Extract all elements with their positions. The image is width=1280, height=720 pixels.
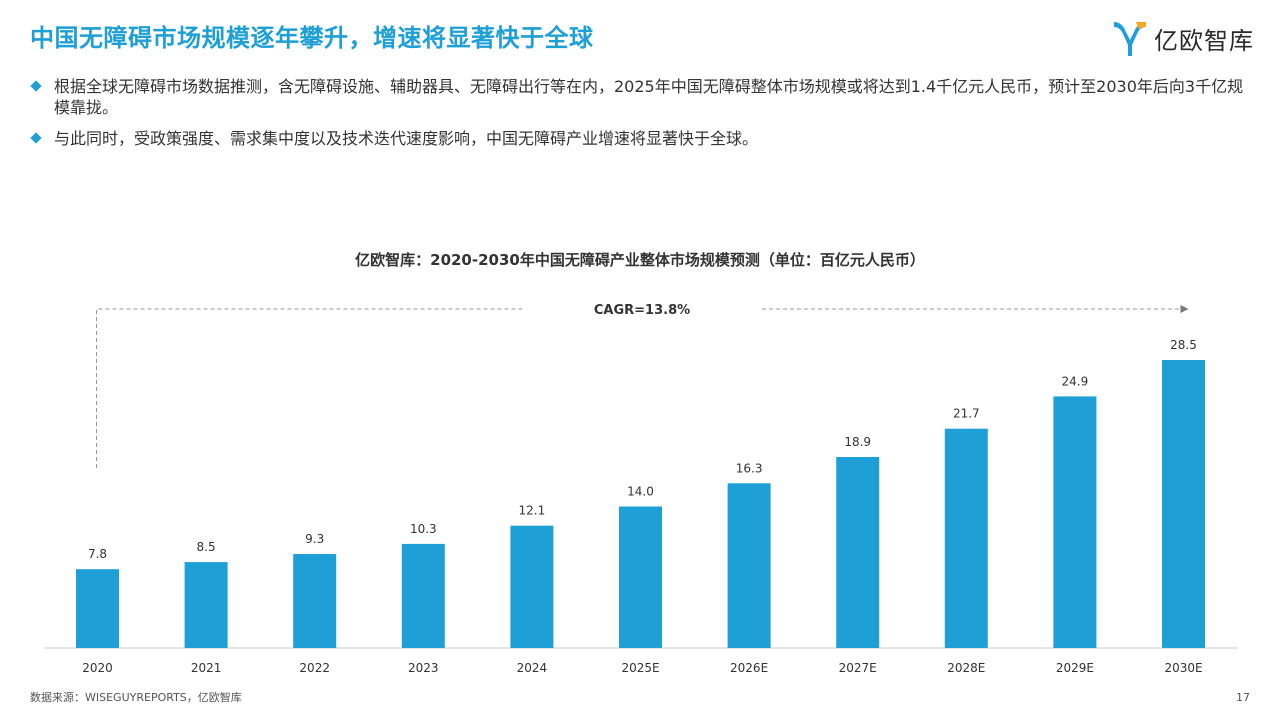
data-label: 8.5: [197, 540, 216, 554]
x-tick-label: 2022: [299, 661, 330, 675]
bar-2020: [76, 569, 119, 648]
cagr-dashed-line-left: [96, 308, 522, 468]
cagr-arrow-head-icon: [1180, 305, 1189, 313]
data-label: 7.8: [88, 547, 107, 561]
brand-logo: 亿欧智库: [1112, 16, 1254, 60]
bar-2029E: [1053, 396, 1097, 648]
x-tick-label: 2025E: [621, 661, 659, 675]
bullet-item: 与此同时，受政策强度、需求集中度以及技术迭代速度影响，中国无障碍产业增速将显著快…: [30, 128, 1248, 149]
bar-2022: [293, 554, 337, 648]
bar-2025E: [619, 506, 662, 648]
data-source: 数据来源：WISEGUYREPORTS，亿欧智库: [30, 691, 242, 704]
bullet-text: 根据全球无障碍市场数据推测，含无障碍设施、辅助器具、无障碍出行等在内，2025年…: [54, 77, 1244, 117]
bullet-item: 根据全球无障碍市场数据推测，含无障碍设施、辅助器具、无障碍出行等在内，2025年…: [30, 76, 1248, 118]
bar-2030E: [1162, 360, 1205, 648]
bar-2023: [401, 543, 445, 648]
data-label: 10.3: [410, 522, 437, 536]
x-tick-label: 2030E: [1164, 661, 1202, 675]
logo-mark-icon: [1114, 22, 1146, 56]
data-label: 18.9: [844, 435, 871, 449]
data-label: 9.3: [305, 532, 324, 546]
data-label: 28.5: [1170, 338, 1197, 352]
x-tick-label: 2028E: [947, 661, 985, 675]
x-tick-label: 2021: [191, 661, 222, 675]
cagr-annotation: CAGR=13.8%: [594, 303, 690, 318]
x-tick-label: 2020: [82, 661, 113, 675]
x-tick-label: 2026E: [730, 661, 768, 675]
bar-2027E: [836, 457, 880, 648]
bar-2021: [184, 562, 228, 648]
page-title: 中国无障碍市场规模逐年攀升，增速将显著快于全球: [30, 24, 594, 52]
x-tick-label: 2029E: [1056, 661, 1094, 675]
x-tick-label: 2024: [517, 661, 548, 675]
data-label: 16.3: [736, 461, 763, 475]
data-label: 24.9: [1062, 374, 1089, 388]
chart-title: 亿欧智库：2020-2030年中国无障碍产业整体市场规模预测（单位：百亿元人民币…: [355, 251, 925, 269]
data-label: 14.0: [627, 485, 654, 499]
page-number: 17: [1236, 691, 1250, 704]
x-tick-label: 2023: [408, 661, 439, 675]
logo-text: 亿欧智库: [1154, 26, 1254, 55]
x-tick-label: 2027E: [839, 661, 877, 675]
bar-2026E: [727, 483, 771, 648]
data-label: 12.1: [519, 504, 546, 518]
data-label: 21.7: [953, 407, 980, 421]
bar-2024: [510, 525, 554, 648]
bullet-text: 与此同时，受政策强度、需求集中度以及技术迭代速度影响，中国无障碍产业增速将显著快…: [54, 129, 759, 148]
bar-2028E: [944, 428, 988, 648]
bullet-list: 根据全球无障碍市场数据推测，含无障碍设施、辅助器具、无障碍出行等在内，2025年…: [30, 76, 1248, 159]
